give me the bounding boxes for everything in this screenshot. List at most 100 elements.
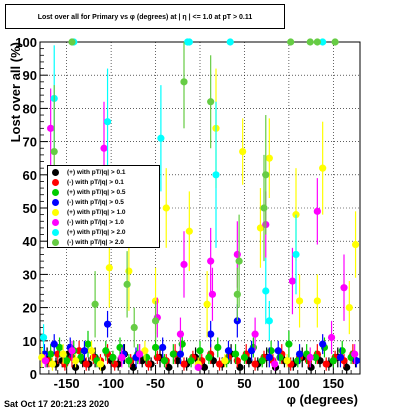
y-tick-label: 70 [23,135,37,150]
x-tick-label: -50 [146,376,165,391]
data-point [236,363,244,371]
data-point [262,171,270,179]
data-point [231,350,240,358]
timestamp: Sat Oct 17 20:21:23 2020 [4,399,110,409]
y-tick-label: 20 [23,301,37,316]
data-point [351,240,360,249]
data-point [151,317,160,325]
data-point [116,343,124,352]
data-point [319,340,327,348]
legend-marker [52,229,59,237]
data-point [287,38,295,46]
tick-layer: 0 10 20 30 40 50 60 70 80 90 100 -150 -100 -50 0 50 100 1… [15,35,352,391]
data-point [313,207,321,215]
legend-marker [52,168,59,176]
legend-entry: (+) with pT/|q| > 1.0 [52,207,159,217]
data-point [100,144,108,152]
data-point [313,38,321,46]
data-point [306,38,314,46]
data-point [180,260,188,269]
data-point [207,330,215,338]
data-point [109,353,117,361]
legend-label: (+) with pT/|q| > 0.1 [67,168,126,176]
legend-marker [52,198,59,206]
data-point [331,38,339,46]
data-point [285,340,293,348]
data-point [295,350,304,358]
data-point [68,347,76,355]
data-point [87,347,96,355]
data-point [141,347,149,355]
legend-entry: (+) with pT/|q| > 0.1 [52,167,159,177]
legend: (+) with pT/|q| > 0.1 (-) with pT/|q| > … [47,165,160,248]
data-point [125,267,133,275]
data-point [311,353,320,361]
y-tick-label: 80 [23,101,37,116]
legend-marker [52,178,59,186]
data-point [91,300,99,308]
data-point [153,353,161,361]
data-point [271,360,279,368]
data-point [143,353,151,361]
points-layer [38,38,361,374]
data-point [105,264,113,272]
data-point [265,353,273,361]
data-point [214,343,222,352]
data-point [233,357,241,365]
data-point [165,363,173,371]
data-point [180,78,188,86]
legend-marker [52,219,59,227]
data-point [258,357,266,365]
data-point [351,350,359,358]
data-point [260,204,268,212]
legend-label: (-) with pT/|q| > 1.0 [67,219,124,227]
data-point [180,360,188,368]
data-point [194,363,202,371]
data-point [103,320,112,328]
legend-label: (+) with pT/|q| > 2.0 [67,229,126,237]
data-point [41,357,49,365]
data-point [59,350,67,358]
data-point [352,357,361,365]
data-point [294,357,302,365]
y-tick-label: 100 [15,35,37,50]
data-point [157,134,165,142]
data-point [215,360,224,368]
data-point [102,347,110,355]
data-point [207,257,215,265]
data-point [123,280,131,288]
data-point [125,357,133,365]
data-point [306,353,314,361]
y-tick-label: 10 [23,334,37,349]
data-point [129,363,137,371]
data-point [169,350,177,358]
data-point [221,357,229,365]
data-point [160,357,169,365]
legend-label: (-) with pT/|q| > 0.5 [67,198,124,206]
data-point [187,357,195,365]
y-tick-label: 60 [23,168,37,183]
legend-label: (-) with pT/|q| > 0.1 [67,178,124,186]
data-point [68,38,76,46]
data-point [336,353,345,361]
data-point [267,347,275,355]
data-point [176,330,185,338]
data-point [292,250,300,259]
data-point [71,357,80,365]
data-point [84,340,92,348]
legend-entry: (+) with pT/|q| > 2.0 [52,228,159,238]
data-point [130,323,138,332]
data-point [240,353,249,361]
data-point [307,363,315,371]
y-tick-label: 90 [23,68,37,83]
data-point [319,38,327,46]
data-point [47,124,55,132]
data-point [265,154,273,162]
data-point [159,343,167,352]
data-point [251,330,259,338]
data-point [292,211,300,219]
x-tick-label: 150 [322,376,344,391]
data-point [118,353,126,361]
data-point [80,347,89,355]
data-point [247,347,256,355]
